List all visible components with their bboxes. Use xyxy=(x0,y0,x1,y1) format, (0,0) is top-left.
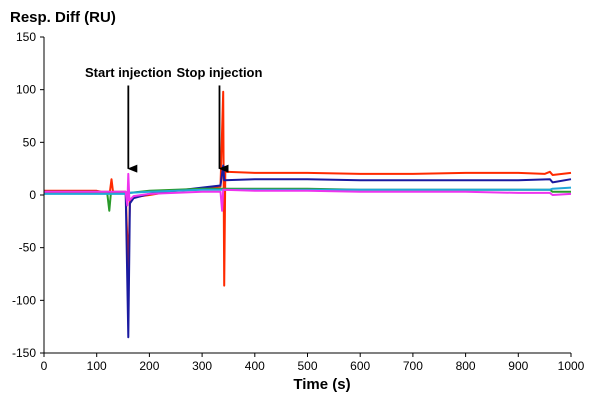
y-tick-label: -150 xyxy=(12,346,36,360)
series-line-5 xyxy=(44,172,572,212)
annotation-label-2: Stop injection xyxy=(177,65,263,80)
x-tick-label: 300 xyxy=(192,359,212,373)
y-tick-label: 50 xyxy=(23,135,37,149)
x-tick-label: 100 xyxy=(87,359,107,373)
y-axis-ticks: 150 100 50 0 -50 -100 -150 xyxy=(12,30,44,360)
x-tick-label: 600 xyxy=(350,359,370,373)
annotations: Start injection Stop injection xyxy=(85,65,263,173)
y-tick-label: -50 xyxy=(19,241,37,255)
y-tick-label: 150 xyxy=(16,30,36,44)
x-axis-title: Time (s) xyxy=(293,376,350,393)
y-axis-title: Resp. Diff (RU) xyxy=(10,9,116,26)
x-tick-label: 200 xyxy=(139,359,159,373)
x-tick-label: 900 xyxy=(508,359,528,373)
x-tick-label: 1000 xyxy=(558,359,585,373)
x-axis-ticks: 0 100 200 300 400 500 600 700 800 900 1000 xyxy=(41,353,585,373)
y-tick-label: 100 xyxy=(16,83,36,97)
series-line-2 xyxy=(44,164,572,339)
series-line-1 xyxy=(44,90,572,287)
x-tick-label: 400 xyxy=(245,359,265,373)
y-tick-label: -100 xyxy=(12,293,36,307)
x-tick-label: 0 xyxy=(41,359,48,373)
annotation-label-1: Start injection xyxy=(85,65,172,80)
x-tick-label: 500 xyxy=(297,359,317,373)
x-tick-label: 700 xyxy=(403,359,423,373)
y-tick-label: 0 xyxy=(29,188,36,202)
plot-area xyxy=(44,90,572,339)
x-tick-label: 800 xyxy=(456,359,476,373)
